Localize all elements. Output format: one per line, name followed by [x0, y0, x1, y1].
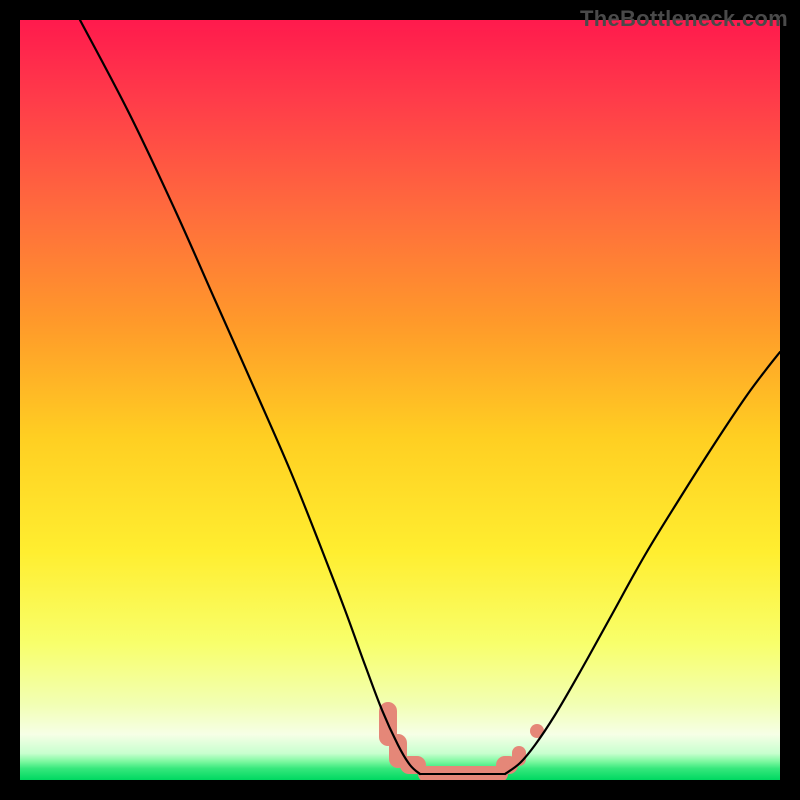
watermark-text: TheBottleneck.com: [580, 6, 788, 32]
gradient-background: [20, 20, 780, 780]
figure-root: TheBottleneck.com: [0, 0, 800, 800]
bottleneck-chart: [0, 0, 800, 800]
plot-area: [20, 20, 780, 782]
